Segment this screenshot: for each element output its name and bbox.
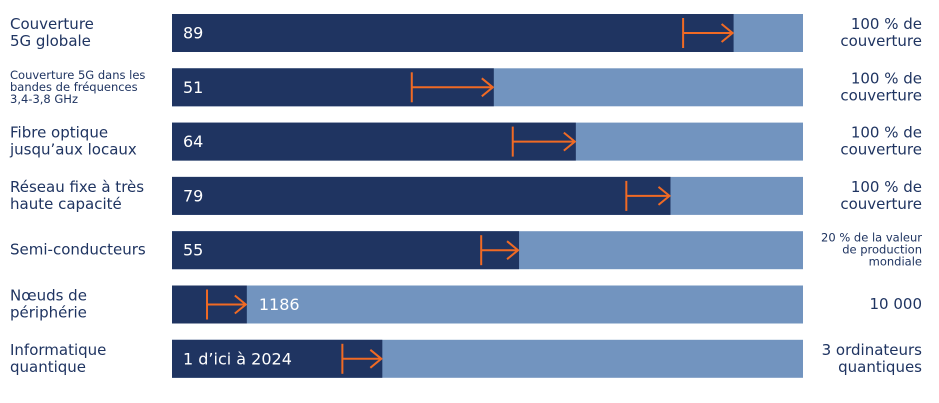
row-label: Semi-conducteurs bbox=[10, 241, 146, 259]
value-label: 55 bbox=[183, 241, 203, 260]
target-label: 100 % de bbox=[851, 69, 922, 87]
target-label: de production bbox=[842, 243, 922, 257]
value-label: 51 bbox=[183, 78, 203, 97]
row-label: jusqu’aux locaux bbox=[9, 141, 137, 159]
row-label: 5G globale bbox=[10, 32, 91, 50]
row-label: bandes de fréquences bbox=[10, 80, 138, 94]
row-label: Nœuds de bbox=[10, 287, 87, 305]
arrow-head bbox=[234, 294, 248, 315]
row-label: quantique bbox=[10, 358, 86, 376]
target-label: mondiale bbox=[869, 255, 922, 269]
value-bar bbox=[172, 14, 734, 52]
row-label: Couverture bbox=[10, 15, 94, 33]
arrow-head bbox=[657, 186, 672, 206]
target-label: couverture bbox=[840, 141, 922, 159]
value-bar bbox=[172, 176, 671, 215]
target-label: couverture bbox=[840, 195, 922, 213]
row-label: Réseau fixe à très bbox=[10, 178, 144, 196]
range-bar bbox=[172, 285, 803, 324]
target-label: 100 % de bbox=[851, 178, 922, 196]
arrow-head bbox=[369, 349, 383, 369]
value-label: 1 d’ici à 2024 bbox=[183, 349, 292, 368]
target-label: couverture bbox=[840, 32, 922, 50]
row-label: Fibre optique bbox=[10, 124, 108, 142]
arrow-head bbox=[506, 240, 520, 260]
target-label: 10 000 bbox=[870, 295, 923, 313]
value-label: 79 bbox=[183, 186, 203, 205]
target-label: 100 % de bbox=[851, 124, 922, 142]
arrow-head bbox=[481, 77, 495, 98]
value-label: 89 bbox=[183, 24, 203, 43]
value-label: 1186 bbox=[259, 295, 300, 314]
row-label: périphérie bbox=[10, 304, 87, 322]
target-label: 20 % de la valeur bbox=[821, 231, 922, 245]
target-label: quantiques bbox=[838, 358, 922, 376]
arrow-head bbox=[720, 23, 735, 43]
row-label: 3,4-3,8 GHz bbox=[10, 92, 78, 106]
row-label: Couverture 5G dans les bbox=[10, 68, 145, 82]
value-label: 64 bbox=[183, 132, 203, 151]
row-label: haute capacité bbox=[10, 195, 122, 213]
value-bar bbox=[172, 122, 576, 161]
target-label: couverture bbox=[840, 86, 922, 104]
arrow-head bbox=[563, 131, 577, 152]
row-label: Informatique bbox=[10, 341, 106, 359]
value-bar bbox=[172, 231, 520, 270]
target-label: 3 ordinateurs bbox=[822, 341, 923, 359]
target-label: 100 % de bbox=[851, 15, 922, 33]
